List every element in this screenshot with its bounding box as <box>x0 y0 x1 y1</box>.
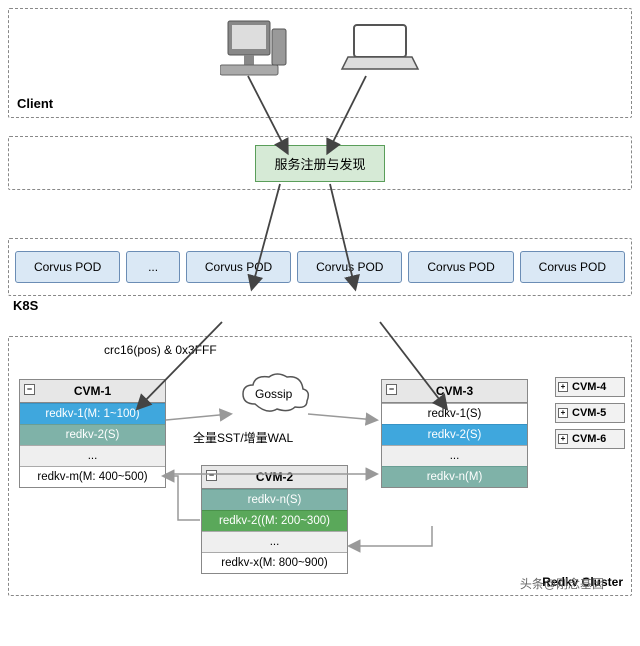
redkv-entry: ... <box>382 445 527 466</box>
cvm-6-mini: +CVM-6 <box>555 429 625 449</box>
client-section: Client <box>8 8 632 118</box>
hash-label: crc16(pos) & 0x3FFF <box>104 343 217 357</box>
redkv-entry: redkv-1(S) <box>382 403 527 424</box>
client-devices <box>9 9 631 77</box>
k8s-section: K8S Corvus POD ... Corvus POD Corvus POD… <box>8 238 632 296</box>
expand-icon: + <box>558 382 568 392</box>
redkv-entry: redkv-n(M) <box>382 466 527 487</box>
gossip-label: Gossip <box>255 387 292 401</box>
cvm-3-header: − CVM-3 <box>382 380 527 403</box>
cvm-2-panel: − CVM-2 redkv-n(S) redkv-2((M: 200~300) … <box>201 465 348 574</box>
corvus-pod: Corvus POD <box>408 251 513 283</box>
laptop-icon <box>340 19 420 77</box>
cvm-4-mini: +CVM-4 <box>555 377 625 397</box>
corvus-pod: Corvus POD <box>297 251 402 283</box>
cvm-title: CVM-3 <box>436 384 473 398</box>
redkv-cluster-section: − CVM-1 redkv-1(M: 1~100) redkv-2(S) ...… <box>8 336 632 596</box>
redkv-entry: redkv-x(M: 800~900) <box>202 552 347 573</box>
redkv-entry: ... <box>20 445 165 466</box>
client-label: Client <box>17 96 53 111</box>
corvus-pod-ellipsis: ... <box>126 251 180 283</box>
redkv-entry: redkv-n(S) <box>202 489 347 510</box>
cvm-3-panel: − CVM-3 redkv-1(S) redkv-2(S) ... redkv-… <box>381 379 528 488</box>
corvus-pod: Corvus POD <box>520 251 625 283</box>
cvm-2-header: − CVM-2 <box>202 466 347 489</box>
collapse-icon: − <box>386 384 397 395</box>
redkv-entry: ... <box>202 531 347 552</box>
k8s-label: K8S <box>13 298 38 313</box>
service-registry-box: 服务注册与发现 <box>255 145 384 182</box>
collapse-icon: − <box>24 384 35 395</box>
watermark-text: 头条@刚念基因 <box>520 575 604 592</box>
redkv-entry: redkv-2(S) <box>20 424 165 445</box>
cvm-title: CVM-1 <box>74 384 111 398</box>
cvm-title: CVM-2 <box>256 470 293 484</box>
expand-icon: + <box>558 408 568 418</box>
desktop-icon <box>220 19 290 77</box>
corvus-pod: Corvus POD <box>186 251 291 283</box>
redkv-entry: redkv-m(M: 400~500) <box>20 466 165 487</box>
redkv-entry: redkv-2(S) <box>382 424 527 445</box>
collapse-icon: − <box>206 470 217 481</box>
cvm-5-mini: +CVM-5 <box>555 403 625 423</box>
expand-icon: + <box>558 434 568 444</box>
replication-label: 全量SST/增量WAL <box>193 429 293 446</box>
corvus-pod: Corvus POD <box>15 251 120 283</box>
cvm-1-panel: − CVM-1 redkv-1(M: 1~100) redkv-2(S) ...… <box>19 379 166 488</box>
cvm-1-header: − CVM-1 <box>20 380 165 403</box>
redkv-entry: redkv-1(M: 1~100) <box>20 403 165 424</box>
service-registry-section: 服务注册与发现 <box>8 136 632 190</box>
redkv-entry: redkv-2((M: 200~300) <box>202 510 347 531</box>
